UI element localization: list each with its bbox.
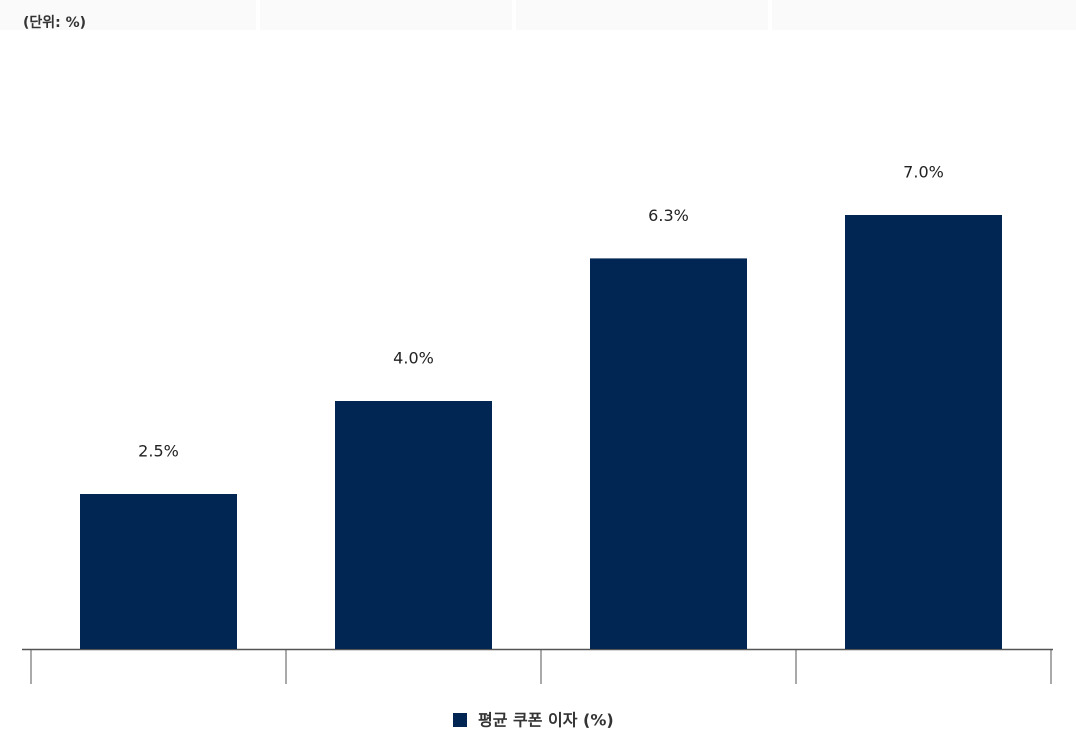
bar [335, 401, 492, 649]
value-label: 7.0% [903, 163, 944, 182]
header-cell [0, 0, 256, 30]
legend-swatch [453, 713, 467, 727]
legend-label: 평균 쿠폰 이자 (%) [478, 711, 614, 730]
bar [80, 494, 237, 649]
header-cell [516, 0, 768, 30]
value-label: 6.3% [648, 206, 689, 225]
header-cell [772, 0, 1076, 30]
value-label: 2.5% [138, 442, 179, 461]
bar [845, 215, 1002, 649]
unit-label: (단위: %) [23, 14, 86, 31]
value-label: 4.0% [393, 349, 434, 368]
bar [590, 258, 747, 649]
header-cell [260, 0, 512, 30]
